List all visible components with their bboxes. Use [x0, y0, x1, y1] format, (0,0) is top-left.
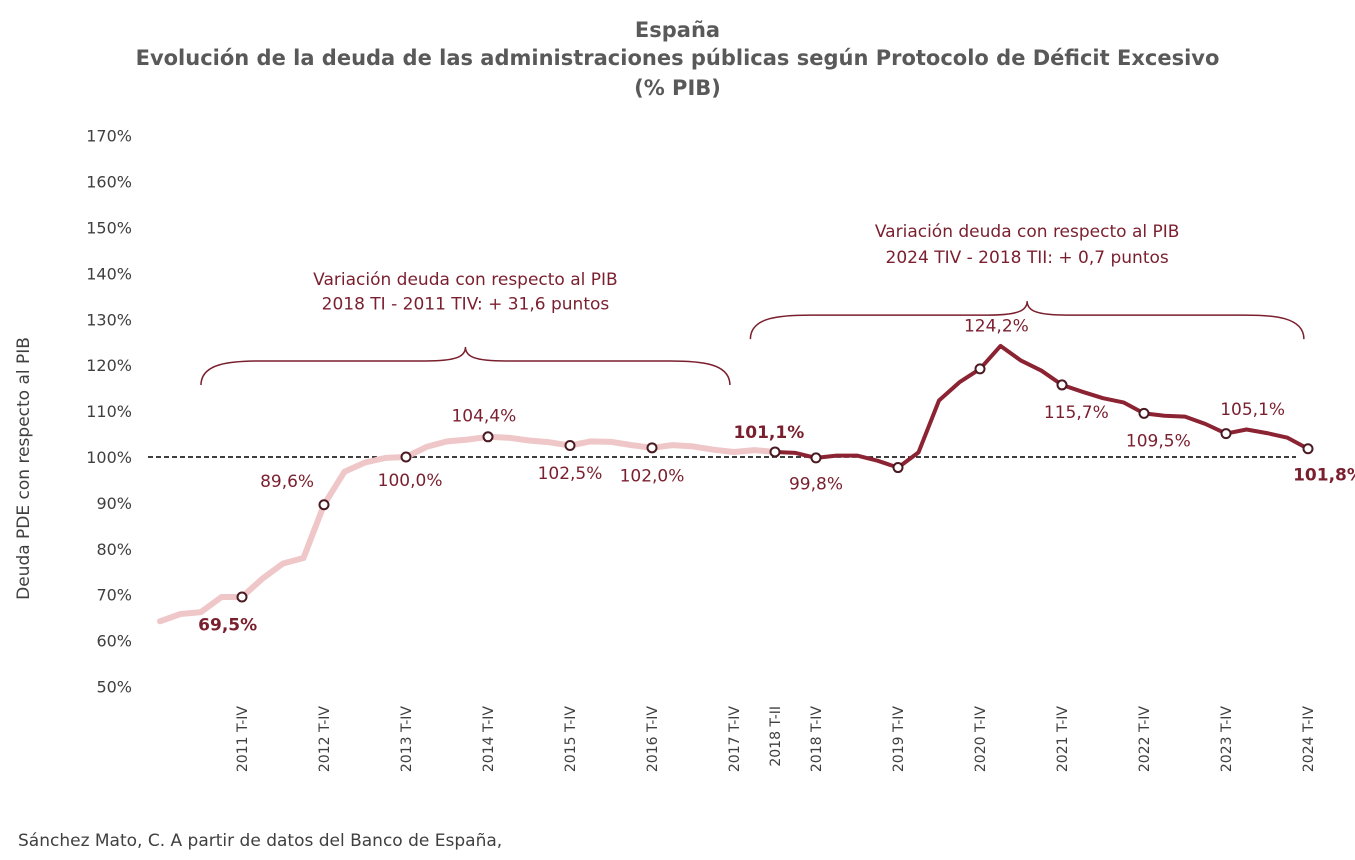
data-point-marker [400, 451, 412, 463]
series-line-2018-2024 [773, 343, 1310, 470]
y-tick-label: 150% [86, 219, 132, 238]
x-tick-label: 2018 T-IV [809, 706, 825, 773]
annotation-text: Variación deuda con respecto al PIB [313, 270, 618, 290]
data-point-marker [236, 591, 248, 603]
source-note: Sánchez Mato, C. A partir de datos del B… [18, 831, 503, 851]
y-tick-label: 130% [86, 310, 132, 329]
x-tick-label: 2014 T-IV [481, 706, 497, 773]
y-tick-label: 170% [86, 127, 132, 146]
y-tick-label: 100% [86, 448, 132, 467]
chart-title-line-3: (% PIB) [634, 76, 721, 100]
data-label: 100,0% [378, 471, 443, 491]
annotation-text: 2018 TI - 2011 TIV: + 31,6 puntos [322, 295, 610, 315]
data-label: 69,5% [198, 616, 257, 636]
data-point-marker [769, 446, 781, 458]
data-label: 124,2% [964, 317, 1029, 337]
annotation-brace [200, 346, 731, 386]
data-point-marker [318, 499, 330, 511]
x-tick-label: 2015 T-IV [563, 706, 579, 773]
annotation-text: Variación deuda con respecto al PIB [875, 222, 1180, 242]
data-point-marker [892, 462, 904, 474]
chart-title-line-1: España [634, 18, 721, 42]
data-label: 102,0% [620, 466, 685, 486]
data-point-marker [1056, 379, 1068, 391]
y-tick-label: 70% [96, 586, 132, 605]
data-label: 102,5% [538, 464, 603, 484]
y-tick-label: 60% [96, 632, 132, 651]
x-tick-label: 2017 T-IV [727, 706, 743, 773]
data-label: 104,4% [451, 407, 516, 427]
data-point-marker [564, 440, 576, 452]
y-tick-label: 110% [86, 402, 132, 421]
x-tick-label: 2011 T-IV [235, 706, 251, 773]
annotation-brace [749, 300, 1305, 340]
x-tick-label: 2021 T-IV [1055, 706, 1071, 773]
data-label: 99,8% [789, 475, 843, 495]
y-tick-label: 50% [96, 678, 132, 697]
data-point-marker [810, 452, 822, 464]
data-point-marker [974, 363, 986, 375]
x-tick-label: 2013 T-IV [399, 706, 415, 773]
y-axis-label: Deuda PDE con respecto al PIB [14, 337, 34, 600]
data-point-marker [646, 442, 658, 454]
y-tick-label: 140% [86, 264, 132, 283]
data-label: 109,5% [1126, 431, 1191, 451]
data-point-marker [1138, 407, 1150, 419]
x-tick-label: 2012 T-IV [317, 706, 333, 773]
x-tick-label: 2023 T-IV [1219, 706, 1235, 773]
data-label: 101,1% [733, 423, 804, 443]
x-tick-label: 2020 T-IV [973, 706, 989, 773]
x-tick-label: 2022 T-IV [1137, 706, 1153, 773]
x-tick-label: 2024 T-IV [1301, 706, 1317, 773]
data-point-marker [482, 431, 494, 443]
y-tick-label: 160% [86, 173, 132, 192]
y-tick-label: 90% [96, 494, 132, 513]
x-tick-label: 2019 T-IV [891, 706, 907, 773]
y-tick-label: 80% [96, 540, 132, 559]
chart-title-line-2: Evolución de la deuda de las administrac… [135, 46, 1220, 70]
data-label: 89,6% [260, 472, 314, 492]
x-tick-label: 2016 T-IV [645, 706, 661, 773]
data-point-marker [1302, 443, 1314, 455]
data-label: 115,7% [1044, 403, 1109, 423]
y-tick-label: 120% [86, 356, 132, 375]
x-tick-label: 2018 T-II [768, 706, 784, 767]
annotation-text: 2024 TIV - 2018 TII: + 0,7 puntos [886, 248, 1169, 268]
series-line-2011-2018 [157, 433, 778, 625]
data-point-marker [1220, 428, 1232, 440]
data-label: 101,8% [1293, 465, 1355, 485]
data-label: 105,1% [1220, 400, 1285, 420]
